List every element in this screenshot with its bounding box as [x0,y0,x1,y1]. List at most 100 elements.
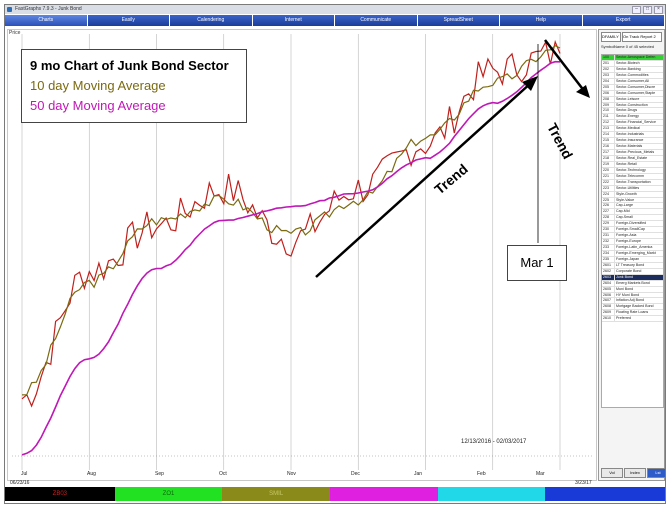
list-button[interactable]: Lst [647,468,665,478]
list-item-name: Sector-Industrials [616,132,644,137]
list-item[interactable]: 225 Style-Value [602,197,663,204]
list-item-name: Cap-Large [616,203,633,208]
tab-spreadsheet[interactable]: SpreadSheet [417,15,500,26]
list-item[interactable]: 2601 LT Treasury Bond [602,262,663,269]
list-item[interactable]: 203 Sector-Commodities [602,72,663,79]
list-item[interactable]: 217 Sector-Precious_Metals [602,150,663,156]
tab-internet[interactable]: Internet [252,15,335,26]
list-item-name: Sector-Medical [616,126,640,131]
list-item[interactable]: 226 Cap-Large [602,203,663,210]
list-item[interactable]: 205 Sector-Consumer,Discre [602,84,663,91]
tab-communicate[interactable]: Communicate [335,15,418,26]
minimize-icon[interactable]: – [632,6,641,14]
tab-charts[interactable]: Charts [5,15,88,26]
list-item[interactable]: 209 Sector-Construction [602,102,663,109]
list-item-name: Sector-Leisure [616,96,640,101]
list-item[interactable]: 2604 Emerg Markets Bond [602,280,663,287]
list-item[interactable]: 202 Sector-Banking [602,66,663,73]
tab-calendering[interactable]: Calendering [170,15,253,26]
list-item[interactable]: 2603 Junk Bond [602,274,663,281]
start-date-label: 06/23/16 [10,480,30,486]
list-item-name: Sector-Biotech [616,60,640,65]
list-item[interactable]: 201 Sector-Biotech [602,60,663,67]
list-item-name: Sector-Utilities [616,185,640,190]
list-item[interactable]: 218 Sector-Real_Estate [602,155,663,162]
title-bar: FastGraphs 7.9.3 - Junk Bond – □ × [5,5,665,14]
list-item[interactable]: 229 Foreign-Diversified [602,221,663,228]
list-item[interactable]: 211 Sector-Energy [602,114,663,121]
price-chart[interactable] [8,30,596,480]
list-item[interactable]: 221 Sector-Telecomm [602,173,663,180]
list-item[interactable]: 228 Cap-Small [602,215,663,222]
index-button[interactable]: Index [624,468,646,478]
vol-button[interactable]: Vol [601,468,623,478]
list-item[interactable]: 231 Foreign-Asia [602,233,663,240]
list-item-symbol: 222 [602,179,615,185]
sector-sidebar: DFAMILY On Track Report 2 Symbol Name 0 … [598,29,665,481]
list-item[interactable]: 230 Foreign-SmallCap [602,227,663,234]
list-item[interactable]: 2607 Inflation Adj Bond [602,298,663,305]
list-item[interactable]: 2609 Floating Rate Loans [602,310,663,317]
list-item[interactable]: 222 Sector-Transportation [602,179,663,186]
family-selector[interactable]: DFAMILY [601,32,621,42]
list-item-name: Junk Bond [616,274,633,279]
column-header-symbol[interactable]: Symbol [601,44,615,49]
list-item[interactable]: 213 Sector-Medical [602,126,663,133]
list-item[interactable]: 235 Foreign-Japan [602,256,663,263]
list-item[interactable]: 224 Style-Growth [602,191,663,198]
maximize-icon[interactable]: □ [643,6,652,14]
list-item[interactable]: 208 Sector-Leisure [602,96,663,103]
list-item[interactable]: 100 Sector-Aerospace Defen [602,55,663,61]
list-item[interactable]: 216 Sector-Materials [602,144,663,150]
ma50-line [21,60,561,456]
list-item[interactable]: 212 Sector-Financial_Service [602,120,663,127]
list-item-symbol: 205 [602,84,615,90]
list-item-symbol: 202 [602,66,615,72]
sidebar-buttons: Vol Index Lst [601,468,665,478]
list-item[interactable]: 2606 HY Muni Bond [602,292,663,299]
chart-legend: 9 mo Chart of Junk Bond Sector 10 day Mo… [21,49,247,123]
list-item-symbol: 209 [602,102,615,108]
list-item[interactable]: 214 Sector-Industrials [602,132,663,139]
close-icon[interactable]: × [654,6,663,14]
status-bar: ZB03 ZO1 SMIL [5,487,665,501]
list-item[interactable]: 215 Sector-Insurance [602,138,663,145]
tab-easily[interactable]: Easily [87,15,170,26]
list-item-symbol: 208 [602,96,615,102]
list-item[interactable]: 233 Foreign-Latin_America [602,245,663,251]
list-item[interactable]: 219 Sector-Retail [602,161,663,168]
list-item-symbol: 210 [602,108,615,114]
list-item-symbol: 204 [602,78,615,84]
list-item-symbol: 2610 [602,316,615,322]
trendline-up [315,81,533,278]
window-title: FastGraphs 7.9.3 - Junk Bond [15,6,82,12]
list-item[interactable]: 2605 Muni Bond [602,286,663,293]
sector-list[interactable]: 100 Sector-Aerospace Defen 201 Sector-Biote… [601,54,664,408]
list-item-name: Sector-Drugs [616,108,638,113]
tab-help[interactable]: Help [500,15,583,26]
list-item[interactable]: 2610 Preferred [602,316,663,323]
list-item[interactable]: 220 Sector-Technology [602,167,663,174]
price-axis-label: Price [9,30,21,36]
list-item[interactable]: 206 Sector-Consumer,Staple [602,90,663,97]
tab-export[interactable]: Export [582,15,665,26]
list-item[interactable]: 210 Sector-Drugs [602,108,663,115]
list-item[interactable]: 234 Foreign-Emerging_Markt [602,250,663,257]
list-item-symbol: 223 [602,185,615,191]
list-item[interactable]: 2602 Corporate Bond [602,268,663,275]
list-item[interactable]: 227 Cap-Mid [602,209,663,216]
list-item[interactable]: 223 Sector-Utilities [602,185,663,192]
list-item-name: Sector-Banking [616,66,641,71]
list-item-symbol: 2606 [602,292,615,298]
list-item-symbol: 225 [602,197,615,203]
list-item[interactable]: 232 Foreign-Europe [602,239,663,245]
sidebar-controls: DFAMILY On Track Report 2 [599,30,664,42]
list-item-name: Foreign-Emerging_Markt [616,250,656,255]
list-item-symbol: 231 [602,233,615,239]
list-item[interactable]: 2608 Mortgage Backed Bond [602,304,663,311]
column-header-name[interactable]: Name 0 of 45 selected [614,44,655,49]
list-item[interactable]: 204 Sector-Consumer,All [602,78,663,85]
legend-title: 9 mo Chart of Junk Bond Sector [30,58,229,73]
list-item-name: Foreign-Japan [616,256,640,261]
report-dropdown[interactable]: On Track Report 2 [622,32,662,42]
